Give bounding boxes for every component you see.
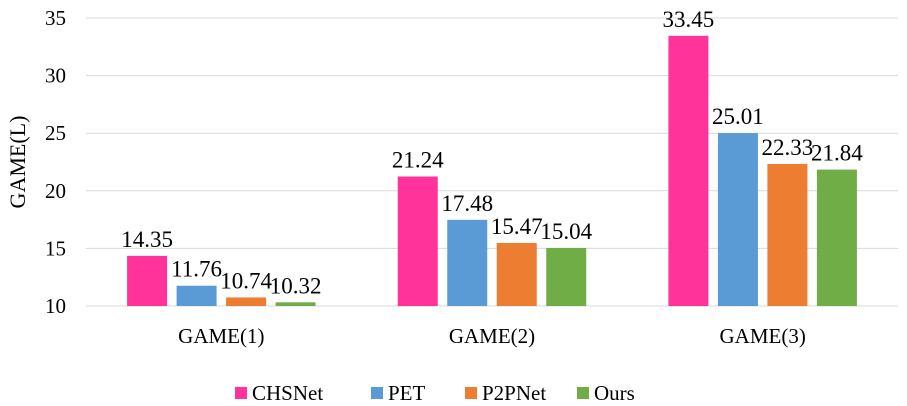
- bar-value-label: 22.33: [762, 135, 814, 160]
- bar-value-label: 25.01: [712, 104, 764, 129]
- bar-pet-1: [176, 285, 217, 306]
- bar-p2pnet-3: [767, 163, 808, 306]
- bar-chsnet-2: [397, 176, 438, 306]
- y-tick-labels: 10 15 20 25 30 35: [45, 6, 66, 318]
- y-tick-label: 25: [45, 121, 66, 145]
- y-tick-label: 35: [45, 6, 66, 30]
- legend-label-chsnet: CHSNet: [252, 381, 323, 405]
- bar-value-label: 33.45: [663, 7, 715, 32]
- legend-label-p2pnet: P2PNet: [482, 381, 546, 405]
- bar-chsnet-3: [668, 35, 709, 307]
- grid-lines: [86, 17, 898, 307]
- y-tick-label: 20: [45, 179, 66, 203]
- bar-ours-2: [546, 247, 587, 306]
- bar-value-label: 21.24: [392, 148, 444, 173]
- y-tick-label: 15: [45, 236, 66, 260]
- bar-pet-2: [447, 219, 488, 306]
- y-tick-label: 10: [45, 294, 66, 318]
- bar-ours-3: [816, 169, 857, 306]
- bar-value-label: 11.76: [171, 257, 222, 282]
- x-tick-label: GAME(2): [449, 324, 535, 348]
- legend-swatch-p2pnet: [465, 387, 477, 399]
- bars: [127, 35, 857, 307]
- bar-value-label: 14.35: [121, 227, 173, 252]
- bar-value-label: 21.84: [811, 141, 863, 166]
- bar-value-label: 10.74: [220, 268, 272, 293]
- bar-pet-3: [717, 133, 758, 306]
- bar-chsnet-1: [127, 255, 168, 306]
- y-tick-label: 30: [45, 64, 66, 88]
- x-tick-label: GAME(1): [178, 324, 264, 348]
- bar-p2pnet-2: [496, 242, 537, 306]
- bar-value-label: 15.47: [491, 214, 543, 239]
- bar-ours-1: [275, 302, 316, 306]
- bar-value-label: 10.32: [270, 273, 322, 298]
- x-tick-label: GAME(3): [720, 324, 806, 348]
- legend-swatch-pet: [371, 387, 383, 399]
- bar-value-label: 17.48: [441, 191, 493, 216]
- legend-label-pet: PET: [388, 381, 426, 405]
- y-axis-title: GAME(L): [5, 116, 30, 209]
- legend-swatch-ours: [577, 387, 589, 399]
- bar-p2pnet-1: [226, 297, 267, 306]
- legend: CHSNet PET P2PNet Ours: [235, 381, 635, 405]
- x-tick-labels: GAME(1) GAME(2) GAME(3): [178, 324, 806, 348]
- legend-label-ours: Ours: [594, 381, 635, 405]
- legend-swatch-chsnet: [235, 387, 247, 399]
- bar-value-label: 15.04: [540, 219, 592, 244]
